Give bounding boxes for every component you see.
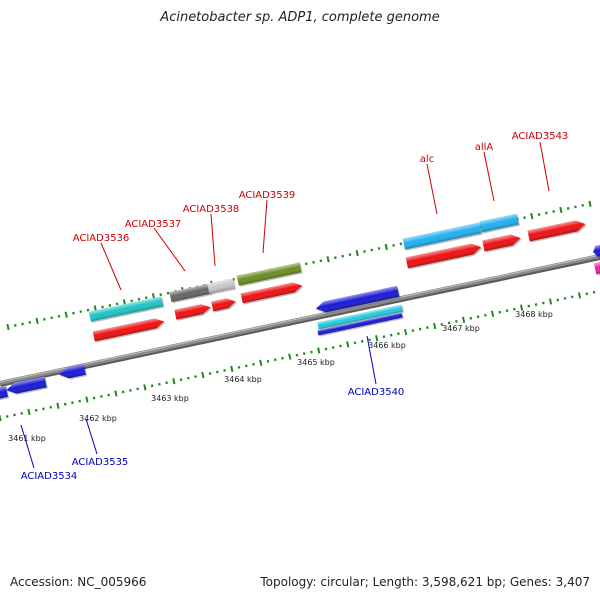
gene-label-aciad3540: ACIAD3540 bbox=[348, 387, 405, 398]
inner-major-tick bbox=[375, 335, 379, 342]
inner-major-tick bbox=[230, 365, 234, 373]
cds-arrow-aciad3536[interactable] bbox=[92, 316, 167, 343]
gene-label-aciad3537: ACIAD3537 bbox=[125, 219, 182, 230]
genome-summary-text: Topology: circular; Length: 3,598,621 bp… bbox=[260, 575, 590, 589]
inner-major-tick bbox=[346, 341, 350, 348]
scale-label-6: 3466 kbp bbox=[368, 341, 406, 350]
scale-label-2: 3462 kbp bbox=[79, 414, 117, 423]
inner-major-tick bbox=[201, 371, 205, 379]
gene-label-alc: alc bbox=[420, 154, 434, 165]
outer-major-tick bbox=[326, 256, 330, 263]
outer-major-tick bbox=[559, 206, 563, 214]
leader-alc bbox=[426, 163, 438, 215]
scale-label-8: 3468 kbp bbox=[515, 310, 553, 319]
leader-alla bbox=[483, 151, 495, 202]
gene-bar-aciad3539[interactable] bbox=[236, 262, 303, 287]
inner-major-tick bbox=[490, 310, 495, 317]
leader-aciad3538 bbox=[210, 213, 216, 267]
outer-major-tick bbox=[35, 317, 39, 324]
gene-label-aciad3536: ACIAD3536 bbox=[73, 233, 130, 244]
cds-arrow-aciad3535[interactable] bbox=[58, 363, 88, 382]
gene-label-aciad3538: ACIAD3538 bbox=[183, 204, 240, 215]
inner-major-tick bbox=[288, 353, 292, 360]
cds-arrow-aciad3540[interactable] bbox=[315, 285, 401, 316]
gene-bar-alla[interactable] bbox=[479, 213, 521, 234]
map-title: Acinetobacter sp. ADP1, complete genome bbox=[160, 10, 440, 25]
leader-aciad3536 bbox=[100, 242, 122, 291]
cds-arrow-aciad3534-b[interactable] bbox=[0, 386, 10, 401]
inner-major-tick bbox=[27, 408, 31, 416]
leader-aciad3537 bbox=[153, 227, 186, 272]
gene-label-aciad3543: ACIAD3543 bbox=[512, 131, 569, 142]
cds-arrow-aciad3537[interactable] bbox=[174, 302, 213, 321]
cds-arrow-aciad3539[interactable] bbox=[240, 280, 305, 305]
inner-major-tick bbox=[317, 347, 321, 354]
leader-aciad3534 bbox=[20, 424, 35, 469]
cds-arrow-alla[interactable] bbox=[482, 232, 523, 253]
inner-major-tick bbox=[433, 322, 437, 330]
outer-major-tick bbox=[588, 200, 592, 207]
gene-label-alla: allA bbox=[475, 142, 494, 153]
gene-bar-aciad3538[interactable] bbox=[207, 278, 237, 295]
backbone-line bbox=[0, 254, 600, 385]
inner-major-tick bbox=[172, 378, 176, 385]
gene-label-aciad3534: ACIAD3534 bbox=[21, 471, 78, 482]
outer-major-tick bbox=[355, 249, 359, 257]
gene-label-aciad3535: ACIAD3535 bbox=[72, 457, 129, 468]
inner-major-tick bbox=[114, 390, 118, 397]
cds-arrow-aciad3538[interactable] bbox=[211, 296, 238, 313]
outer-major-tick bbox=[64, 311, 68, 318]
inner-major-tick bbox=[143, 384, 147, 391]
accession-text: Accession: NC_005966 bbox=[10, 575, 147, 589]
inner-major-tick bbox=[404, 328, 408, 336]
genome-backbone bbox=[0, 254, 600, 387]
inner-tick-ring bbox=[0, 290, 596, 422]
inner-major-tick bbox=[548, 298, 553, 305]
inner-major-tick bbox=[519, 304, 524, 311]
cds-arrow-alc[interactable] bbox=[405, 242, 484, 270]
gene-label-aciad3539: ACIAD3539 bbox=[239, 190, 296, 201]
inner-major-tick bbox=[577, 292, 582, 299]
gene-bar-edge-right[interactable] bbox=[593, 261, 600, 276]
inner-major-tick bbox=[85, 396, 89, 403]
inner-major-tick bbox=[56, 402, 60, 409]
scale-label-1: 3461 kbp bbox=[8, 434, 46, 443]
label-leaders bbox=[20, 141, 550, 469]
gene-bar-aciad3536[interactable] bbox=[88, 296, 165, 323]
gene-bar-aciad3540[interactable] bbox=[317, 304, 405, 331]
outer-major-tick bbox=[384, 243, 388, 251]
leader-aciad3543 bbox=[539, 141, 550, 192]
cds-arrow-aciad3543[interactable] bbox=[527, 218, 587, 243]
leader-aciad3540 bbox=[366, 335, 377, 385]
scale-label-5: 3465 kbp bbox=[297, 358, 335, 367]
leader-aciad3535 bbox=[85, 418, 98, 455]
outer-major-tick bbox=[6, 323, 10, 331]
inner-major-tick bbox=[0, 414, 2, 422]
cds-arrow-aciad3534[interactable] bbox=[5, 376, 48, 397]
leader-aciad3539 bbox=[262, 199, 268, 254]
feature-layer bbox=[0, 213, 600, 401]
backbone-highlight bbox=[0, 254, 600, 383]
scale-label-7: 3467 kbp bbox=[442, 324, 480, 333]
gene-bar-alc[interactable] bbox=[402, 222, 483, 251]
gene-bar-aciad3540-b[interactable] bbox=[317, 312, 404, 337]
outer-major-tick bbox=[530, 212, 534, 220]
scale-label-4: 3464 kbp bbox=[224, 375, 262, 384]
scale-label-3: 3463 kbp bbox=[151, 394, 189, 403]
inner-major-tick bbox=[462, 316, 466, 324]
gene-bar-aciad3537[interactable] bbox=[169, 283, 212, 304]
inner-major-tick bbox=[259, 359, 263, 366]
